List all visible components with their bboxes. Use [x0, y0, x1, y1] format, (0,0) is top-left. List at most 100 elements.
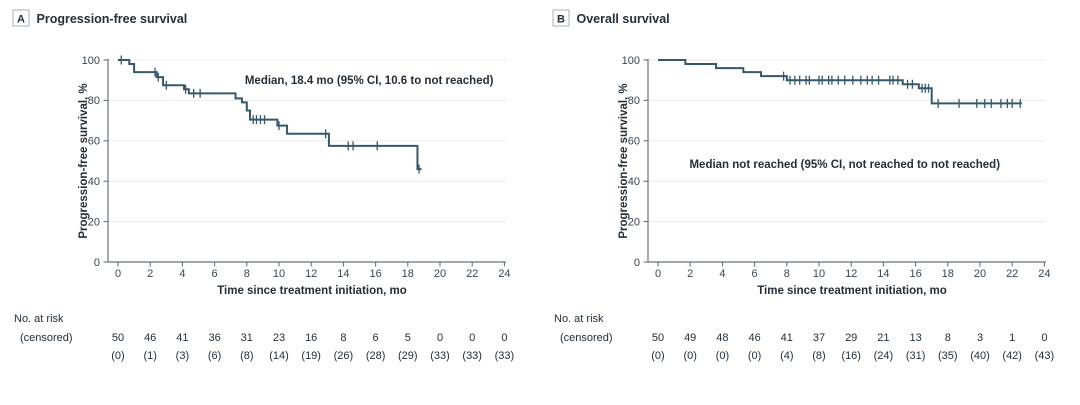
risk-censored-value: (6) [208, 350, 221, 362]
risk-censored-value: (16) [841, 350, 861, 362]
y-axis-title: Progression-free survival, % [618, 83, 630, 238]
risk-at-risk-value: 46 [748, 332, 760, 344]
x-tick-label: 10 [273, 268, 285, 280]
x-tick-label: 24 [498, 268, 510, 280]
risk-censored-value: (8) [240, 350, 253, 362]
y-tick-label: 20 [88, 216, 100, 228]
risk-censored-value: (35) [938, 350, 958, 362]
x-tick-label: 2 [147, 268, 153, 280]
panel-title: Progression-free survival [37, 12, 188, 26]
x-tick-label: 8 [784, 268, 790, 280]
risk-censored-value: (0) [111, 350, 124, 362]
risk-at-risk-value: 46 [144, 332, 156, 344]
y-tick-label: 100 [82, 55, 100, 67]
risk-at-risk-value: 49 [684, 332, 696, 344]
x-tick-label: 0 [655, 268, 661, 280]
risk-censored-value: (42) [1002, 350, 1022, 362]
risk-censored-value: (0) [683, 350, 696, 362]
risk-censored-value: (33) [430, 350, 450, 362]
x-tick-label: 20 [434, 268, 446, 280]
risk-header-line2: (censored) [560, 332, 613, 344]
risk-at-risk-value: 0 [437, 332, 443, 344]
risk-at-risk-value: 13 [909, 332, 921, 344]
risk-censored-value: (24) [874, 350, 894, 362]
risk-header-line2: (censored) [20, 332, 73, 344]
risk-at-risk-value: 23 [273, 332, 285, 344]
x-tick-label: 4 [719, 268, 725, 280]
risk-at-risk-value: 0 [501, 332, 507, 344]
y-tick-label: 0 [94, 257, 100, 269]
y-tick-label: 40 [628, 176, 640, 188]
x-tick-label: 4 [179, 268, 185, 280]
x-tick-label: 18 [402, 268, 414, 280]
risk-at-risk-value: 36 [208, 332, 220, 344]
panel-letter-box [552, 9, 570, 27]
y-tick-label: 100 [622, 55, 640, 67]
risk-at-risk-value: 31 [241, 332, 253, 344]
x-tick-label: 10 [813, 268, 825, 280]
risk-censored-value: (31) [906, 350, 926, 362]
risk-at-risk-value: 41 [176, 332, 188, 344]
risk-censored-value: (33) [495, 350, 515, 362]
risk-at-risk-value: 8 [945, 332, 951, 344]
y-tick-label: 0 [634, 257, 640, 269]
x-tick-label: 6 [212, 268, 218, 280]
panel-title: Overall survival [577, 12, 670, 26]
risk-at-risk-value: 48 [716, 332, 728, 344]
y-tick-label: 80 [88, 95, 100, 107]
risk-header-line1: No. at risk [14, 313, 64, 325]
risk-at-risk-value: 50 [652, 332, 664, 344]
x-axis-title: Time since treatment initiation, mo [757, 285, 947, 297]
risk-censored-value: (26) [334, 350, 354, 362]
risk-at-risk-value: 16 [305, 332, 317, 344]
risk-censored-value: (1) [143, 350, 156, 362]
risk-at-risk-value: 21 [877, 332, 889, 344]
panel-letter: B [557, 14, 565, 26]
panel-progression-free-survival: 0 20 40 60 80 100 0 2 4 6 8 10 12 14 16 18 20 22 24 Time si… [0, 0, 540, 400]
risk-censored-value: (28) [366, 350, 386, 362]
km-curve [118, 59, 422, 171]
x-tick-label: 12 [305, 268, 317, 280]
risk-at-risk-value: 5 [405, 332, 411, 344]
risk-at-risk-value: 0 [469, 332, 475, 344]
panel-letter: A [17, 14, 25, 26]
risk-at-risk-value: 29 [845, 332, 857, 344]
risk-at-risk-value: 37 [813, 332, 825, 344]
x-tick-label: 20 [974, 268, 986, 280]
y-tick-label: 40 [88, 176, 100, 188]
km-curve [658, 59, 1022, 105]
y-tick-label: 60 [88, 136, 100, 148]
x-tick-label: 2 [687, 268, 693, 280]
x-tick-label: 14 [877, 268, 889, 280]
y-tick-label: 20 [628, 216, 640, 228]
y-tick-label: 80 [628, 95, 640, 107]
x-tick-label: 24 [1038, 268, 1050, 280]
risk-censored-value: (14) [269, 350, 289, 362]
x-tick-label: 0 [115, 268, 121, 280]
panel-letter-box [12, 9, 30, 27]
risk-at-risk-value: 3 [977, 332, 983, 344]
y-tick-label: 60 [628, 136, 640, 148]
x-tick-label: 16 [369, 268, 381, 280]
x-axis-title: Time since treatment initiation, mo [217, 285, 407, 297]
risk-censored-value: (4) [780, 350, 793, 362]
x-tick-label: 14 [337, 268, 349, 280]
risk-at-risk-value: 8 [340, 332, 346, 344]
risk-censored-value: (0) [748, 350, 761, 362]
risk-at-risk-value: 41 [781, 332, 793, 344]
x-tick-label: 16 [909, 268, 921, 280]
risk-at-risk-value: 0 [1041, 332, 1047, 344]
y-axis-title: Progression-free survival, % [78, 83, 90, 238]
x-tick-label: 22 [466, 268, 478, 280]
risk-censored-value: (0) [651, 350, 664, 362]
x-tick-label: 22 [1006, 268, 1018, 280]
risk-censored-value: (3) [176, 350, 189, 362]
x-tick-label: 6 [752, 268, 758, 280]
x-tick-label: 12 [845, 268, 857, 280]
risk-at-risk-value: 1 [1009, 332, 1015, 344]
risk-censored-value: (0) [716, 350, 729, 362]
risk-at-risk-value: 6 [373, 332, 379, 344]
